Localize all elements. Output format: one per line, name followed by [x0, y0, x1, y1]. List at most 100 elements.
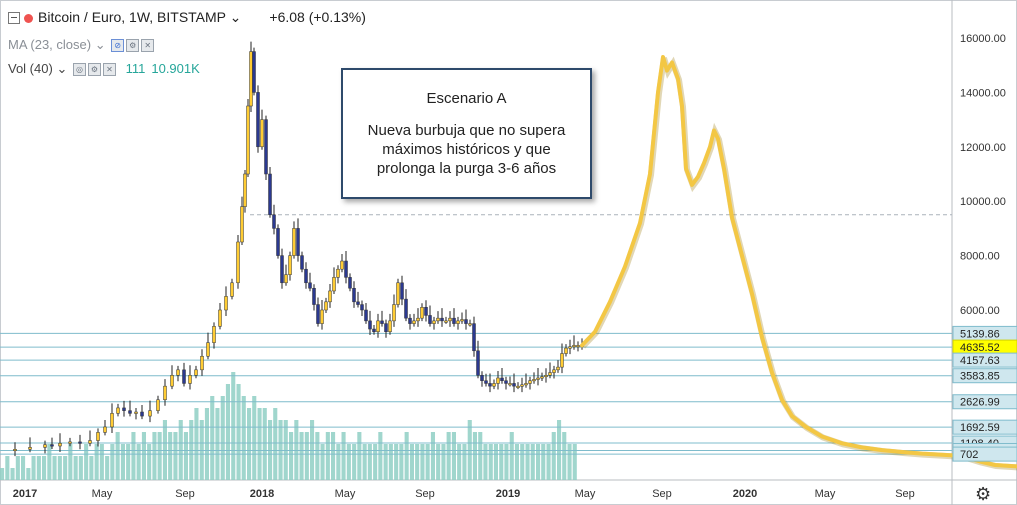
x-tick-label: Sep — [415, 488, 435, 500]
remove-icon[interactable]: ✕ — [102, 63, 116, 77]
remove-icon[interactable]: ✕ — [141, 39, 155, 53]
candle-body — [28, 447, 32, 450]
candle-body — [472, 323, 476, 352]
annotation-line-1: Nueva burbuja que no supera — [367, 122, 566, 139]
candle-body — [134, 411, 138, 414]
candle-body — [448, 317, 452, 322]
volume-bar — [504, 444, 509, 480]
candle-body — [246, 105, 250, 175]
candle-body — [436, 317, 440, 322]
volume-bar — [352, 444, 357, 480]
volume-bar — [572, 444, 577, 480]
volume-bar — [441, 444, 446, 480]
volume-legend[interactable]: Vol (40) ⌄ ◎ ⚙ ✕ 111 10.901K — [8, 61, 200, 77]
settings-icon[interactable]: ⚙ — [87, 63, 101, 77]
visibility-icon[interactable]: ◎ — [72, 63, 86, 77]
volume-bar — [362, 444, 367, 480]
symbol-chevron-icon[interactable]: ⌄ — [229, 9, 242, 25]
volume-bar — [120, 444, 125, 480]
candle-body — [380, 320, 384, 324]
level-price-box — [952, 419, 1017, 435]
ma-label[interactable]: MA (23, close) — [8, 37, 92, 52]
volume-bar — [388, 444, 393, 480]
volume-bar — [126, 444, 131, 480]
symbol-title[interactable]: Bitcoin / Euro, 1W, BITSTAMP — [38, 9, 226, 25]
vol-label[interactable]: Vol (40) — [8, 61, 53, 76]
volume-bar — [430, 432, 435, 480]
volume-bar — [483, 444, 488, 480]
candle-body — [88, 440, 92, 444]
candle-body — [110, 413, 114, 428]
candle-body — [264, 119, 268, 175]
volume-bar — [68, 444, 73, 480]
candle-body — [324, 301, 328, 311]
candle-body — [392, 304, 396, 322]
volume-bar — [520, 444, 525, 480]
candle-body — [236, 241, 240, 284]
volume-bar — [0, 468, 5, 480]
x-tick-label: 2017 — [13, 488, 37, 500]
candle-body — [312, 287, 316, 305]
ma-legend[interactable]: MA (23, close) ⌄ ⊘ ⚙ ✕ — [8, 37, 155, 53]
volume-bar — [462, 444, 467, 480]
level-price-label: 2626.99 — [960, 397, 1000, 409]
y-tick-label: 6000.00 — [960, 305, 1000, 317]
volume-bar — [446, 432, 451, 480]
volume-bar — [231, 372, 236, 480]
candle-body — [440, 317, 444, 322]
volume-bar — [478, 432, 483, 480]
candle-body — [556, 366, 560, 371]
level-price-label: 4157.63 — [960, 355, 1000, 367]
settings-icon[interactable]: ⚙ — [126, 39, 140, 53]
candle-body — [468, 323, 472, 326]
candle-body — [243, 173, 247, 207]
x-tick-label: Sep — [652, 488, 672, 500]
candle-body — [224, 296, 228, 311]
candle-body — [304, 268, 308, 284]
ma-chevron-icon[interactable]: ⌄ — [94, 37, 106, 52]
candle-body — [13, 449, 17, 452]
candle-body — [50, 444, 54, 447]
candle-body — [268, 173, 272, 216]
volume-bar — [26, 468, 31, 480]
scenario-annotation-box[interactable]: Escenario A Nueva burbuja que no supera … — [341, 68, 592, 199]
gear-icon[interactable]: ⚙ — [975, 484, 992, 504]
volume-bar — [36, 456, 41, 480]
level-price-box — [952, 446, 1017, 462]
volume-bar — [451, 432, 456, 480]
volume-bar — [10, 468, 15, 480]
volume-bar — [373, 444, 378, 480]
candle-body — [352, 287, 356, 303]
volume-bar — [378, 432, 383, 480]
candle-body — [424, 307, 428, 316]
volume-bar — [225, 384, 230, 480]
candle-body — [416, 317, 420, 322]
annotation-title: Escenario A — [426, 90, 507, 107]
level-price-label: 702 — [960, 449, 978, 461]
candle-body — [194, 369, 198, 376]
candle-body — [276, 228, 280, 256]
x-tick-label: 2019 — [496, 488, 520, 500]
volume-bar — [183, 432, 188, 480]
volume-bar — [331, 432, 336, 480]
candle-body — [116, 407, 120, 414]
vol-chevron-icon[interactable]: ⌄ — [56, 61, 68, 76]
candle-body — [384, 323, 388, 333]
volume-bar — [404, 432, 409, 480]
volume-bar — [78, 456, 83, 480]
candle-body — [568, 346, 572, 349]
x-tick-label: 2018 — [250, 488, 274, 500]
candle-body — [176, 369, 180, 376]
candle-body — [240, 206, 244, 243]
volume-bar — [147, 444, 152, 480]
symbol-legend[interactable]: Bitcoin / Euro, 1W, BITSTAMP ⌄ +6.08 (+0.… — [8, 9, 366, 26]
volume-bar — [252, 396, 257, 480]
volume-bar — [341, 432, 346, 480]
volume-bar — [409, 444, 414, 480]
visibility-icon[interactable]: ⊘ — [111, 39, 125, 53]
candle-body — [488, 383, 492, 387]
collapse-icon[interactable] — [8, 12, 20, 25]
candle-body — [212, 326, 216, 343]
